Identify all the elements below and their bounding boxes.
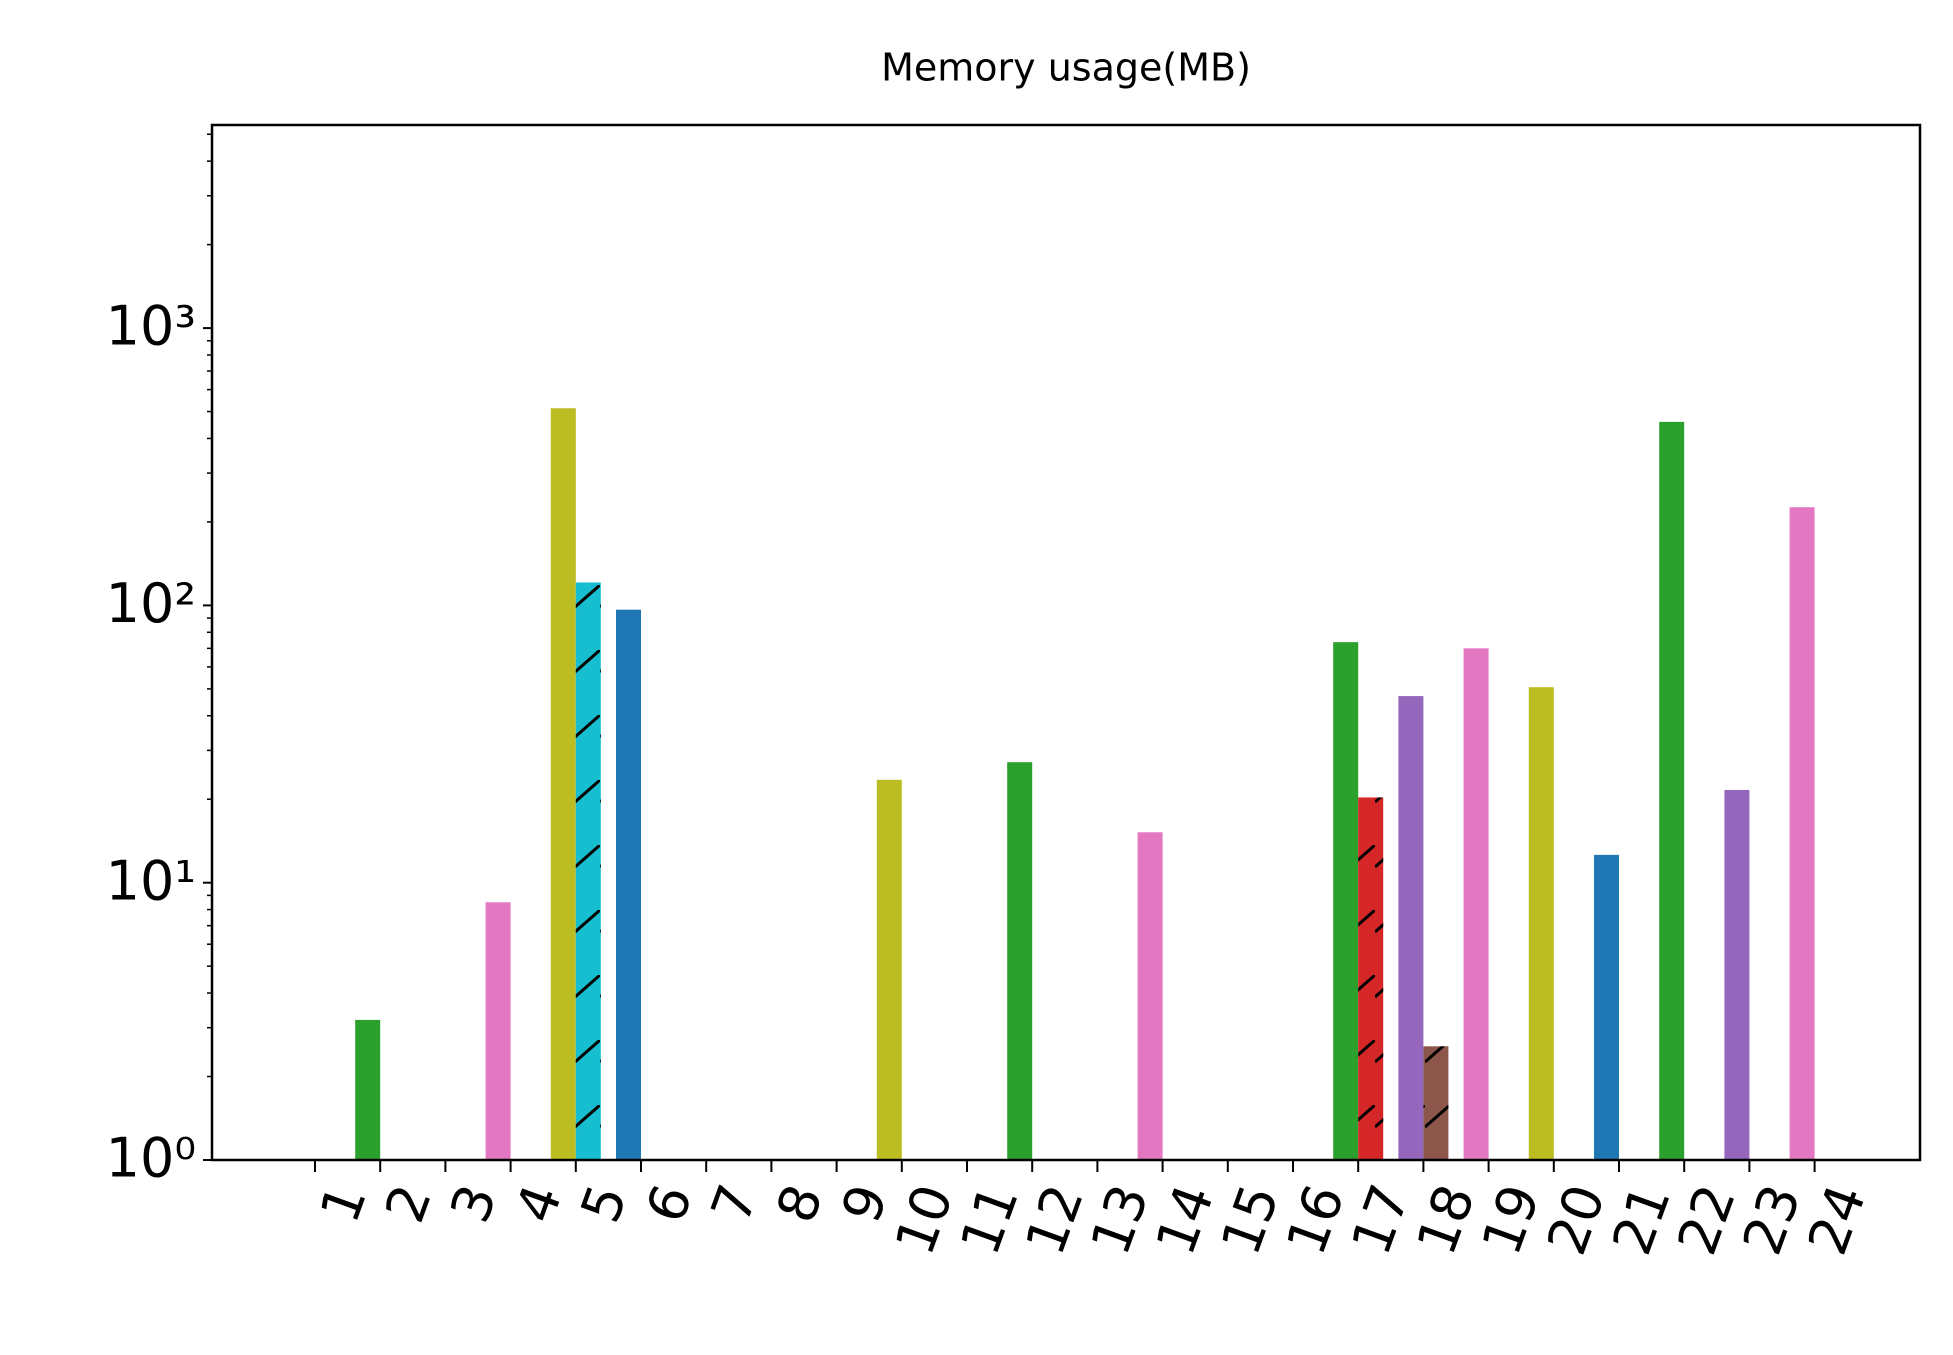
y-tick-label: 10¹ [106,849,196,912]
y-tick-label: 10⁰ [106,1127,196,1190]
bar [550,408,576,1160]
bar [876,779,902,1160]
y-tick-label: 10³ [106,295,196,358]
bar [1333,642,1359,1160]
bar-hatch [1423,1046,1449,1160]
y-tick-label: 10² [106,572,196,635]
chart-title: Memory usage(MB) [881,46,1251,90]
bar-hatch [1358,797,1384,1160]
bar [1724,789,1750,1160]
bar [1659,421,1685,1160]
bar [1007,762,1033,1160]
bar [1528,687,1554,1160]
bar-hatch [575,582,601,1160]
bar [1463,648,1489,1160]
bar [616,609,641,1160]
bar [355,1019,381,1160]
bar [1789,507,1815,1160]
bar [1594,854,1619,1160]
bar [485,902,511,1160]
bar [1398,696,1424,1160]
bar [1137,832,1163,1160]
plot-frame [210,123,1922,1162]
